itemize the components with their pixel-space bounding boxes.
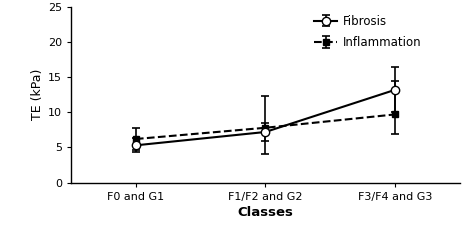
X-axis label: Classes: Classes	[237, 206, 293, 219]
Y-axis label: TE (kPa): TE (kPa)	[31, 69, 44, 121]
Legend: Fibrosis, Inflammation: Fibrosis, Inflammation	[310, 11, 426, 52]
